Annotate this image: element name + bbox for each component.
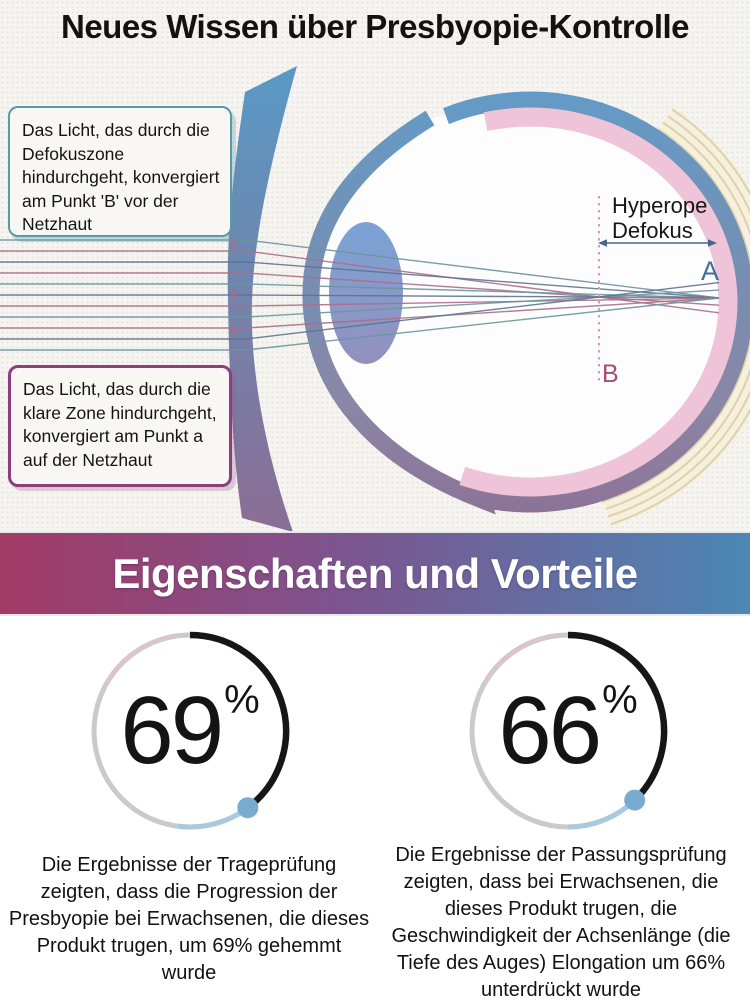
contact-lens-profile: [227, 66, 297, 531]
defocus-extent-arrow: [598, 239, 717, 247]
point-b-label: B: [602, 360, 619, 388]
callout-clear-zone: Das Licht, das durch die klare Zone hind…: [8, 365, 232, 487]
callout-defocus-zone: Das Licht, das durch die Defokuszone hin…: [8, 106, 232, 237]
page-title: Neues Wissen über Presbyopie-Kontrolle: [60, 8, 690, 45]
stats-section: 69 % 66 % Die Ergebnisse der Trageprüfun…: [0, 616, 750, 1000]
stat-description-right: Die Ergebnisse der Passungsprüfung zeigt…: [391, 844, 731, 1000]
percent-sign: %: [602, 678, 638, 722]
eye-optics-diagram: Hyperope Defokus A B: [0, 66, 750, 531]
callout-clear-zone-text: Das Licht, das durch die klare Zone hind…: [23, 379, 217, 470]
progress-ring-69: 69 %: [86, 627, 294, 835]
defocus-label-line2: Defokus: [612, 218, 693, 243]
features-banner: Eigenschaften und Vorteile: [0, 531, 750, 616]
progress-ring-66-svg: [469, 631, 668, 830]
percent-sign: %: [224, 678, 260, 722]
stat-description-left: Die Ergebnisse der Trageprüfung zeigten,…: [8, 854, 370, 984]
features-banner-title: Eigenschaften und Vorteile: [112, 549, 638, 597]
retina-ring: [459, 107, 738, 497]
percent-value: 66: [498, 677, 602, 784]
eye-diagram-section: Neues Wissen über Presbyopie-Kontrolle: [0, 0, 750, 531]
progress-ring-69-svg: [91, 631, 290, 830]
progress-ring-66: 66 %: [464, 627, 672, 835]
point-a-label: A: [701, 256, 719, 286]
light-rays: [0, 239, 720, 351]
defocus-label-line1: Hyperope: [612, 193, 707, 218]
gauge-value-69: 69 %: [86, 627, 294, 835]
crystalline-lens: [329, 222, 403, 364]
percent-value: 69: [120, 677, 224, 784]
sclera-outer-layer-arcs: [602, 107, 750, 527]
callout-defocus-zone-text: Das Licht, das durch die Defokuszone hin…: [22, 120, 220, 234]
ray-entry-nodes: [231, 237, 237, 337]
gauge-value-66: 66 %: [464, 627, 672, 835]
